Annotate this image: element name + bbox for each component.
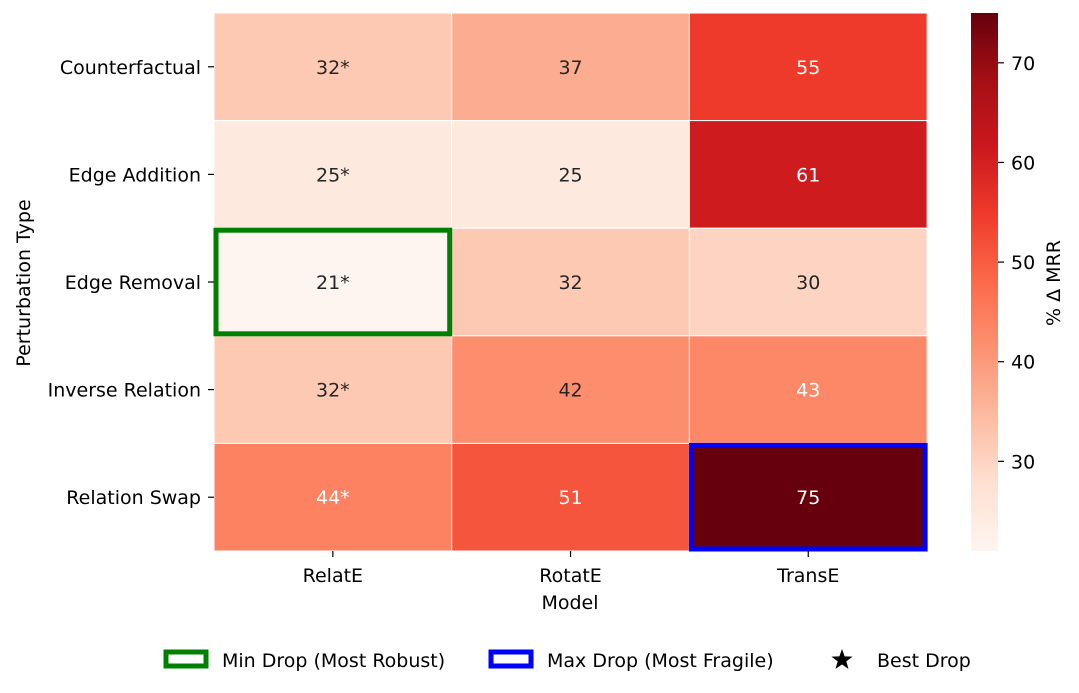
x-tick-label-2: TransE xyxy=(776,565,839,587)
colorbar-tick-label-4: 70 xyxy=(1011,53,1035,75)
heatmap-cell-3-2 xyxy=(688,335,928,444)
heatmap-cell-3-0 xyxy=(213,335,453,444)
x-tick-label-0: RelatE xyxy=(303,565,363,587)
cell-label-4-2: 75 xyxy=(796,487,820,509)
y-tick-label-4: Relation Swap xyxy=(66,487,201,509)
cell-label-3-2: 43 xyxy=(796,380,820,402)
highlight-box-max xyxy=(688,442,928,552)
heatmap-cell-2-0 xyxy=(213,227,453,337)
cell-label-1-2: 61 xyxy=(796,164,820,186)
colorbar-tick-label-3: 60 xyxy=(1011,152,1035,174)
legend: Min Drop (Most Robust) Max Drop (Most Fra… xyxy=(163,649,971,672)
heatmap-cell-labels: 32* 37 55 25* 25 61 21* 32 30 32* 42 43 44* 51 75 xyxy=(316,57,820,509)
y-tick-label-1: Edge Addition xyxy=(69,164,201,186)
colorbar-tick-label-0: 30 xyxy=(1011,451,1035,473)
cell-label-0-1: 37 xyxy=(558,57,582,79)
colorbar-tick-label-2: 50 xyxy=(1011,252,1035,274)
x-tick-label-1: RotatE xyxy=(539,565,602,587)
colorbar-gradient xyxy=(971,13,998,551)
heatmap-cell-2-1 xyxy=(451,227,690,337)
y-tick-label-0: Counterfactual xyxy=(60,57,201,79)
cell-label-4-1: 51 xyxy=(558,487,582,509)
colorbar-tick-label-1: 40 xyxy=(1011,352,1035,374)
highlight-box-min xyxy=(213,227,453,337)
y-axis-title: Perturbation Type xyxy=(13,199,35,366)
heatmap-cell-0-1 xyxy=(451,12,690,122)
cell-label-3-0: 32* xyxy=(316,380,350,402)
cell-label-0-0: 32* xyxy=(316,57,350,79)
heatmap-cell-4-0 xyxy=(213,442,453,552)
cell-label-3-1: 42 xyxy=(558,380,582,402)
cell-label-2-2: 30 xyxy=(796,272,820,294)
legend-label-0: Min Drop (Most Robust) xyxy=(222,650,445,672)
colorbar: 30 40 50 60 70 % Δ MRR xyxy=(971,13,1065,551)
y-axis: Counterfactual Edge Addition Edge Removal I… xyxy=(48,57,214,509)
heatmap-cell-1-2 xyxy=(688,120,928,229)
cell-label-1-1: 25 xyxy=(558,164,582,186)
cell-label-1-0: 25* xyxy=(316,164,350,186)
legend-label-1: Max Drop (Most Fragile) xyxy=(547,650,774,672)
highlight-boxes xyxy=(213,227,928,552)
x-axis: RelatE RotatE TransE xyxy=(303,551,839,587)
cell-label-4-0: 44* xyxy=(316,487,350,509)
legend-swatch-1 xyxy=(488,649,534,669)
cell-label-2-0: 21* xyxy=(316,272,350,294)
heatmap-cell-0-0 xyxy=(213,12,453,122)
y-tick-label-3: Inverse Relation xyxy=(48,380,201,402)
legend-label-2: Best Drop xyxy=(877,650,971,672)
heatmap-cell-1-0 xyxy=(213,120,453,229)
heatmap-cells xyxy=(213,12,928,552)
legend-star-icon xyxy=(831,649,853,669)
heatmap-cell-0-2 xyxy=(688,12,928,122)
cell-label-0-2: 55 xyxy=(796,57,820,79)
x-axis-title: Model xyxy=(541,592,598,614)
y-tick-label-2: Edge Removal xyxy=(65,272,201,294)
heatmap-cell-1-1 xyxy=(451,120,690,229)
legend-swatch-0 xyxy=(163,649,209,669)
heatmap-cell-4-1 xyxy=(451,442,690,552)
colorbar-ticks: 30 40 50 60 70 xyxy=(998,53,1035,473)
cell-label-2-1: 32 xyxy=(558,272,582,294)
colorbar-label: % Δ MRR xyxy=(1043,240,1065,326)
heatmap-cell-4-2 xyxy=(688,442,928,552)
